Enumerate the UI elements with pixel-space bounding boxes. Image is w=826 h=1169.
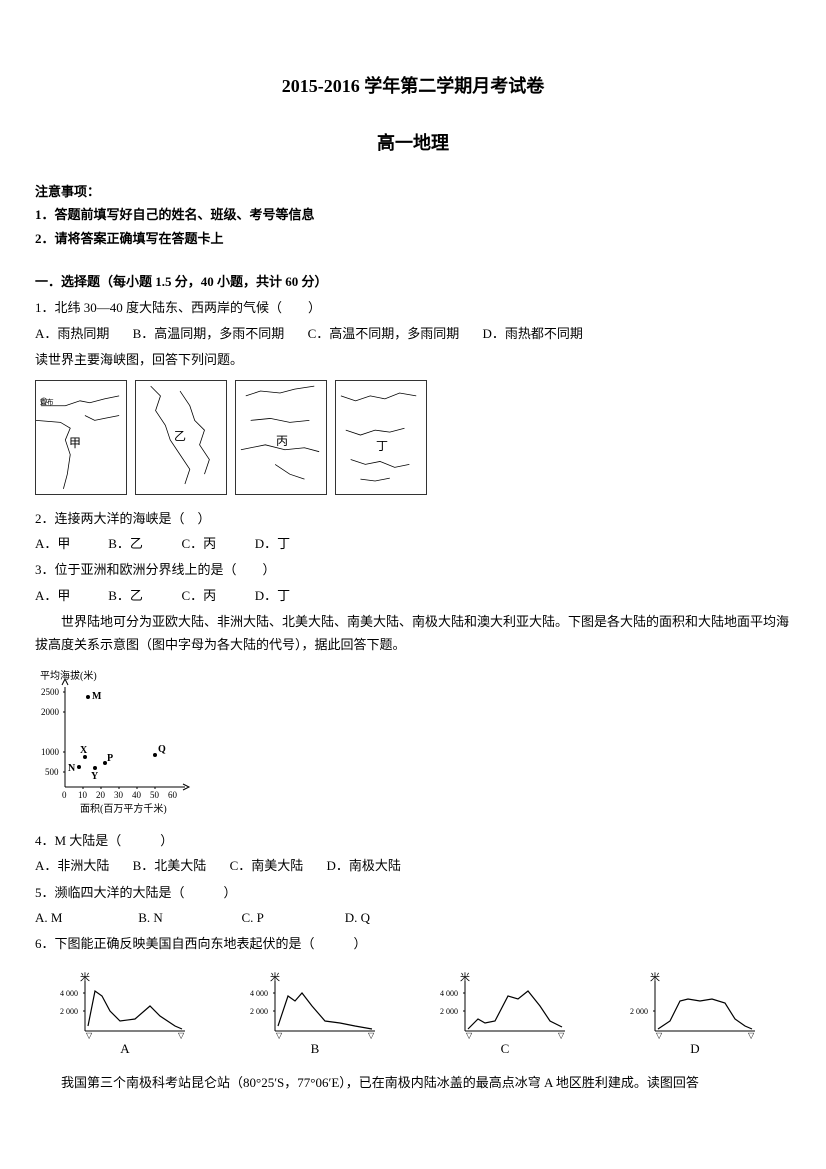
svg-text:M: M <box>92 691 102 702</box>
q3-opt-a: A．甲 <box>35 584 85 607</box>
map-bing: 丙 <box>235 380 327 495</box>
svg-text:▽: ▽ <box>558 1031 565 1040</box>
q5-opt-d: D. Q <box>345 906 425 929</box>
svg-text:500: 500 <box>45 767 59 777</box>
q4-opt-a: A．非洲大陆 <box>35 858 109 873</box>
notice-item-1: 1．答题前填写好自己的姓名、班级、考号等信息 <box>35 203 791 226</box>
svg-text:P: P <box>107 753 113 764</box>
question-2: 2．连接两大洋的海峡是（ ） <box>35 507 791 530</box>
svg-text:2000: 2000 <box>41 707 60 717</box>
svg-text:10: 10 <box>78 790 88 800</box>
question-1-options: A．雨热同期 B．高温同期，多雨不同期 C．高温不同期，多雨同期 D．雨热都不同… <box>35 322 791 345</box>
svg-text:▽: ▽ <box>86 1031 93 1040</box>
terrain-profiles: 米 4 000 2 000 ▽ ▽ A 米 4 000 2 000 ▽ ▽ B <box>60 971 791 1056</box>
q1-opt-d: D．雨热都不同期 <box>482 326 582 341</box>
svg-text:30: 30 <box>114 790 124 800</box>
q1-opt-a: A．雨热同期 <box>35 326 109 341</box>
q2-opt-a: A．甲 <box>35 532 85 555</box>
question-1: 1．北纬 30—40 度大陆东、西两岸的气候（ ） <box>35 296 791 319</box>
kunlun-intro: 我国第三个南极科考站昆仑站（80°25′S，77°06′E），已在南极内陆冰盖的… <box>35 1071 791 1094</box>
svg-text:20: 20 <box>96 790 106 800</box>
svg-text:面积(百万平方千米): 面积(百万平方千米) <box>80 802 167 815</box>
profile-label-b: B <box>311 1037 320 1060</box>
map-intro: 读世界主要海峡图，回答下列问题。 <box>35 348 791 371</box>
q3-opt-b: B．乙 <box>108 584 158 607</box>
question-4-options: A．非洲大陆 B．北美大陆 C．南美大陆 D．南极大陆 <box>35 854 791 877</box>
question-5-options: A. M B. N C. P D. Q <box>35 906 791 929</box>
question-4: 4．M 大陆是（ ） <box>35 829 791 852</box>
q5-opt-c: C. P <box>242 906 322 929</box>
svg-text:X: X <box>80 745 88 756</box>
svg-text:N: N <box>68 763 76 774</box>
profile-b: 米 4 000 2 000 ▽ ▽ B <box>250 971 380 1056</box>
svg-text:2 000: 2 000 <box>60 1007 78 1016</box>
svg-text:2500: 2500 <box>41 687 60 697</box>
q1-opt-b: B．高温同期，多雨不同期 <box>133 326 285 341</box>
svg-text:4 000: 4 000 <box>60 989 78 998</box>
svg-text:1000: 1000 <box>41 747 60 757</box>
subject-title: 高一地理 <box>35 127 791 159</box>
svg-text:Y: Y <box>91 771 99 782</box>
q5-opt-a: A. M <box>35 906 115 929</box>
svg-text:▽: ▽ <box>276 1031 283 1040</box>
profile-label-a: A <box>120 1037 129 1060</box>
profile-d: 米 2 000 ▽ ▽ D <box>630 971 760 1056</box>
q4-opt-b: B．北美大陆 <box>133 858 207 873</box>
svg-text:40: 40 <box>132 790 142 800</box>
svg-text:▽: ▽ <box>368 1031 375 1040</box>
question-6: 6．下图能正确反映美国自西向东地表起伏的是（ ） <box>35 932 791 955</box>
question-3: 3．位于亚洲和欧洲分界线上的是（ ） <box>35 558 791 581</box>
q2-opt-d: D．丁 <box>255 532 305 555</box>
svg-text:▽: ▽ <box>748 1031 755 1040</box>
section-1-heading: 一．选择题（每小题 1.5 分，40 小题，共计 60 分） <box>35 270 791 293</box>
profile-label-d: D <box>690 1037 699 1060</box>
q3-opt-c: C．丙 <box>182 584 232 607</box>
scatter-chart: 平均海拔(米) 2500 2000 1000 500 0 10 20 30 40… <box>35 667 195 817</box>
svg-text:60: 60 <box>168 790 178 800</box>
svg-text:Q: Q <box>158 744 166 755</box>
map-ding: 丁 <box>335 380 427 495</box>
continent-intro: 世界陆地可分为亚欧大陆、非洲大陆、北美大陆、南美大陆、南极大陆和澳大利亚大陆。下… <box>35 610 791 657</box>
svg-text:50: 50 <box>150 790 160 800</box>
map-jia: 直布 甲 <box>35 380 127 495</box>
q5-opt-b: B. N <box>138 906 218 929</box>
question-3-options: A．甲 B．乙 C．丙 D．丁 <box>35 584 791 607</box>
map-label-yi: 乙 <box>174 426 186 448</box>
notice-heading: 注意事项： <box>35 180 791 203</box>
exam-title: 2015-2016 学年第二学期月考试卷 <box>35 70 791 102</box>
question-5: 5．濒临四大洋的大陆是（ ） <box>35 881 791 904</box>
q4-opt-d: D．南极大陆 <box>326 858 400 873</box>
svg-text:2 000: 2 000 <box>630 1007 648 1016</box>
svg-text:2 000: 2 000 <box>440 1007 458 1016</box>
svg-text:4 000: 4 000 <box>440 989 458 998</box>
svg-text:▽: ▽ <box>178 1031 185 1040</box>
notice-item-2: 2．请将答案正确填写在答题卡上 <box>35 227 791 250</box>
map-label-bing: 丙 <box>276 431 288 453</box>
profile-a: 米 4 000 2 000 ▽ ▽ A <box>60 971 190 1056</box>
svg-text:2 000: 2 000 <box>250 1007 268 1016</box>
q4-opt-c: C．南美大陆 <box>230 858 304 873</box>
strait-maps: 直布 甲 乙 丙 丁 <box>35 380 791 495</box>
question-2-options: A．甲 B．乙 C．丙 D．丁 <box>35 532 791 555</box>
scatter-ylabel: 平均海拔(米) <box>40 669 97 682</box>
q3-opt-d: D．丁 <box>255 584 305 607</box>
svg-text:直布: 直布 <box>40 397 54 406</box>
q2-opt-c: C．丙 <box>182 532 232 555</box>
svg-text:▽: ▽ <box>466 1031 473 1040</box>
svg-text:0: 0 <box>62 790 67 800</box>
map-label-jia: 甲 <box>69 433 81 455</box>
svg-text:▽: ▽ <box>656 1031 663 1040</box>
profile-label-c: C <box>501 1037 510 1060</box>
map-yi: 乙 <box>135 380 227 495</box>
q1-opt-c: C．高温不同期，多雨同期 <box>308 326 460 341</box>
profile-c: 米 4 000 2 000 ▽ ▽ C <box>440 971 570 1056</box>
q2-opt-b: B．乙 <box>108 532 158 555</box>
map-label-ding: 丁 <box>376 436 388 458</box>
svg-text:4 000: 4 000 <box>250 989 268 998</box>
